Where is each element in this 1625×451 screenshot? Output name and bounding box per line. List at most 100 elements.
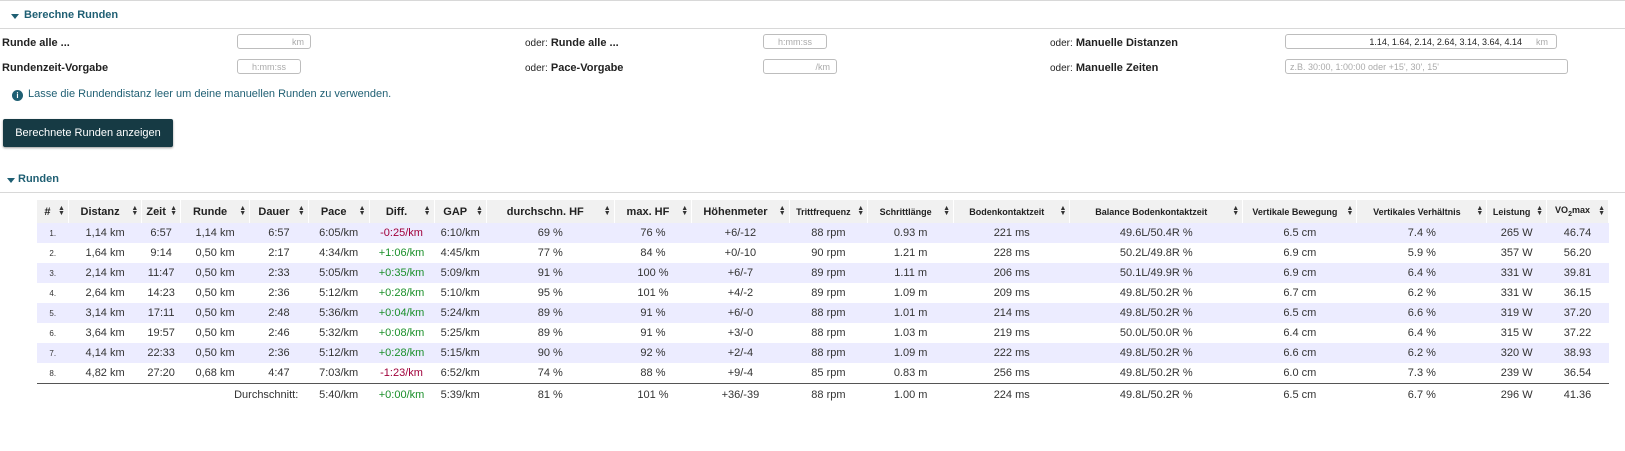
lap-every-distance-label: Runde alle ...: [2, 37, 70, 49]
cell-max-hr: 84 %: [640, 247, 666, 259]
cell-power: 357 W: [1500, 247, 1533, 259]
summary-row: Durchschnitt: 5:40/km +0:00/km 5:39/km 81 % 1…: [37, 383, 1609, 405]
col-header-vo2max[interactable]: VO2max ▲ ▼: [1546, 200, 1609, 223]
cell-lap: 0,68 km: [195, 367, 235, 379]
cell-gap: 4:45/km: [440, 247, 480, 259]
col-header-time[interactable]: Zeit ▲ ▼: [141, 200, 181, 223]
cell-ground-contact: 228 ms: [993, 247, 1030, 259]
table-row: 2. 1,64 km 9:14 0,50 km 2:17 4:34/km +1:06/km 4…: [37, 243, 1609, 263]
collapse-triangle-icon: [11, 14, 19, 19]
summary-pace: 5:40/km: [308, 383, 370, 405]
cell-diff: +0:04/km: [369, 303, 434, 323]
laps-table-body: 1. 1,14 km 6:57 1,14 km 6:57 6:05/km -0:25/km 6…: [37, 223, 1609, 405]
sort-icon: ▲ ▼: [1232, 205, 1240, 217]
cell-diff: +1:06/km: [378, 247, 425, 259]
cell-pace: 4:34/km: [319, 247, 359, 259]
cell-duration: 2:46: [268, 327, 290, 339]
col-header-index[interactable]: # ▲ ▼: [37, 200, 69, 223]
cell-distance: 4,14 km: [68, 343, 142, 363]
sort-icon: ▲ ▼: [1598, 205, 1605, 217]
cell-vo2max: 37.20: [1546, 303, 1609, 323]
cell-gap: 5:24/km: [434, 303, 487, 323]
col-header-lap[interactable]: Runde ▲ ▼: [180, 200, 251, 223]
summary-cadence: 88 rpm: [789, 383, 868, 405]
table-row: 4. 2,64 km 14:23 0,50 km 2:36 5:12/km +0:28/km…: [37, 283, 1609, 303]
col-header-diff[interactable]: Diff. ▲ ▼: [369, 200, 435, 223]
cell-vertical-oscillation: 6.7 cm: [1283, 287, 1317, 299]
cell-lap: 1,14 km: [180, 223, 250, 243]
col-header-vertical-ratio[interactable]: Vertikales Verhältnis ▲ ▼: [1356, 200, 1488, 223]
cell-elevation: +3/-0: [727, 327, 754, 339]
col-header-ground-contact[interactable]: Bodenkontaktzeit ▲ ▼: [953, 200, 1071, 223]
table-row: 1. 1,14 km 6:57 1,14 km 6:57 6:05/km -0:25/km 6…: [37, 223, 1609, 243]
cell-vo2max: 36.15: [1563, 287, 1592, 299]
show-calculated-laps-button[interactable]: Berechnete Runden anzeigen: [3, 119, 173, 147]
manual-distances-label: oder: Manuelle Distanzen: [1050, 37, 1178, 49]
cell-power: 331 W: [1500, 287, 1533, 299]
sort-icon: ▲ ▼: [1536, 205, 1544, 217]
cell-cadence: 88 rpm: [789, 343, 868, 363]
cell-vertical-oscillation: 6.4 cm: [1283, 327, 1317, 339]
cell-gap: 6:52/km: [440, 367, 480, 379]
cell-ground-contact: 219 ms: [993, 327, 1030, 339]
table-row: 6. 3,64 km 19:57 0,50 km 2:46 5:32/km +0:08/km…: [37, 323, 1609, 343]
laps-table: # ▲ ▼ Distanz ▲ ▼ Zeit ▲ ▼ Runde ▲ ▼ Dauer ▲ ▼ Pac…: [37, 200, 1609, 405]
summary-elevation: +36/-39: [691, 383, 790, 405]
summary-power: 296 W: [1486, 383, 1547, 405]
cell-lap: 0,50 km: [195, 287, 235, 299]
calc-laps-section-header[interactable]: Berechne Runden: [0, 6, 1625, 29]
col-header-gap[interactable]: GAP ▲ ▼: [434, 200, 487, 223]
col-header-stride-length[interactable]: Schrittlänge ▲ ▼: [867, 200, 955, 223]
col-header-elevation[interactable]: Höhenmeter ▲ ▼: [691, 200, 790, 223]
col-header-avg-hr[interactable]: durchschn. HF ▲ ▼: [486, 200, 615, 223]
manual-distances-value: 1.14, 1.64, 2.14, 2.64, 3.14, 3.64, 4.14: [1369, 37, 1522, 47]
manual-distances-unit: km: [1536, 37, 1548, 47]
cell-cadence: 88 rpm: [789, 223, 868, 243]
col-header-distance[interactable]: Distanz ▲ ▼: [68, 200, 143, 223]
cell-gct-balance: 49.8L/50.2R %: [1119, 287, 1193, 299]
cell-distance: 2,64 km: [85, 287, 125, 299]
cell-gap: 5:09/km: [434, 263, 487, 283]
summary-vertical-oscillation: 6.5 cm: [1242, 383, 1357, 405]
col-header-gct-balance[interactable]: Balance Bodenkontaktzeit ▲ ▼: [1069, 200, 1244, 223]
cell-elevation: +4/-2: [727, 287, 754, 299]
cell-vertical-oscillation: 6.0 cm: [1283, 367, 1317, 379]
cell-stride-length: 1.09 m: [867, 343, 954, 363]
col-header-power[interactable]: Leistung ▲ ▼: [1486, 200, 1548, 223]
table-row: 8. 4,82 km 27:20 0,68 km 4:47 7:03/km -1:23/km…: [37, 363, 1609, 384]
lap-distance-input[interactable]: km: [237, 34, 311, 49]
cell-gct-balance: 50.1L/49.9R %: [1069, 263, 1243, 283]
cell-index: 1.: [37, 223, 69, 243]
cell-vo2max: 36.54: [1563, 367, 1592, 379]
laps-section-header[interactable]: Runden: [0, 170, 1625, 193]
cell-gct-balance: 50.2L/49.8R %: [1119, 247, 1193, 259]
cell-vertical-ratio: 7.4 %: [1356, 223, 1487, 243]
cell-pace: 5:36/km: [308, 303, 370, 323]
col-header-duration[interactable]: Dauer ▲ ▼: [249, 200, 309, 223]
cell-gct-balance: 49.8L/50.2R %: [1069, 303, 1243, 323]
pace-target-input[interactable]: /km: [763, 59, 837, 74]
col-header-cadence[interactable]: Trittfrequenz ▲ ▼: [789, 200, 869, 223]
col-header-pace[interactable]: Pace ▲ ▼: [308, 200, 370, 223]
cell-distance: 1,64 km: [85, 247, 125, 259]
manual-distances-input[interactable]: 1.14, 1.64, 2.14, 2.64, 3.14, 3.64, 4.14…: [1285, 34, 1557, 49]
sort-icon: ▲ ▼: [943, 205, 951, 217]
cell-time: 27:20: [147, 367, 175, 379]
summary-stride-length: 1.00 m: [867, 383, 954, 405]
col-header-max-hr[interactable]: max. HF ▲ ▼: [614, 200, 693, 223]
cell-vo2max: 37.22: [1563, 327, 1592, 339]
lap-time-input[interactable]: h:mm:ss: [763, 34, 827, 49]
cell-cadence: 88 rpm: [811, 327, 846, 339]
cell-power: 315 W: [1500, 327, 1533, 339]
cell-vo2max: 39.81: [1546, 263, 1609, 283]
cell-max-hr: 91 %: [640, 327, 666, 339]
cell-duration: 6:57: [249, 223, 309, 243]
cell-cadence: 90 rpm: [811, 247, 846, 259]
col-header-vertical-oscillation[interactable]: Vertikale Bewegung ▲ ▼: [1242, 200, 1358, 223]
cell-lap: 0,50 km: [195, 247, 235, 259]
lap-time-target-input[interactable]: h:mm:ss: [237, 59, 301, 74]
cell-cadence: 88 rpm: [789, 303, 868, 323]
manual-times-input[interactable]: z.B. 30:00, 1:00:00 oder +15', 30', 15': [1285, 59, 1568, 74]
lap-time-target-placeholder: h:mm:ss: [252, 62, 287, 72]
cell-time: 14:23: [147, 287, 175, 299]
